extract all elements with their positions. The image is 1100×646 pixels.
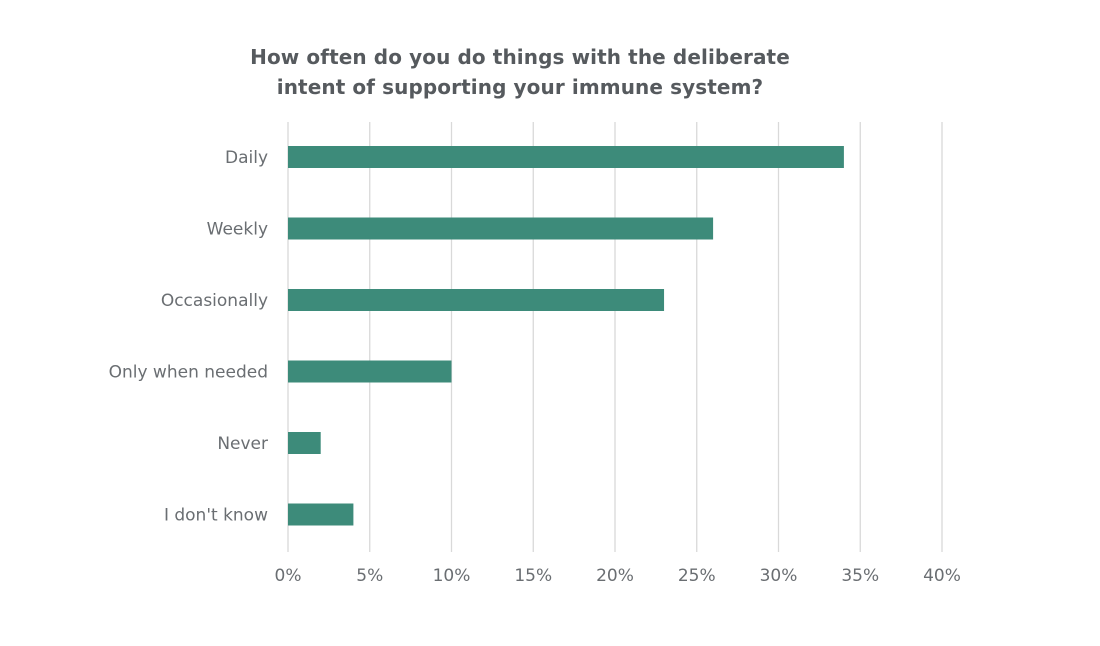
bar-0 xyxy=(288,146,844,168)
x-tick-label-7: 35% xyxy=(841,566,879,586)
x-tick-label-2: 10% xyxy=(433,566,471,586)
category-label-5: I don't know xyxy=(164,506,268,526)
bar-2 xyxy=(288,289,665,311)
x-tick-label-0: 0% xyxy=(275,566,302,586)
x-tick-label-1: 5% xyxy=(356,566,383,586)
x-tick-label-3: 15% xyxy=(514,566,552,586)
x-tick-label-4: 20% xyxy=(596,566,634,586)
bar-1 xyxy=(288,217,714,240)
category-label-4: Never xyxy=(217,434,268,454)
chart-title: How often do you do things with the deli… xyxy=(170,42,870,102)
x-tick-label-8: 40% xyxy=(923,566,961,586)
category-label-0: Daily xyxy=(225,148,268,168)
category-label-3: Only when needed xyxy=(109,363,268,383)
bar-4 xyxy=(288,432,321,454)
chart-title-line-2: intent of supporting your immune system? xyxy=(276,75,764,99)
chart-title-line-1: How often do you do things with the deli… xyxy=(250,45,790,69)
bar-5 xyxy=(288,503,354,526)
category-label-1: Weekly xyxy=(207,220,268,240)
category-label-2: Occasionally xyxy=(161,291,268,311)
x-tick-label-5: 25% xyxy=(678,566,716,586)
bar-3 xyxy=(288,360,452,383)
x-tick-label-6: 30% xyxy=(760,566,798,586)
